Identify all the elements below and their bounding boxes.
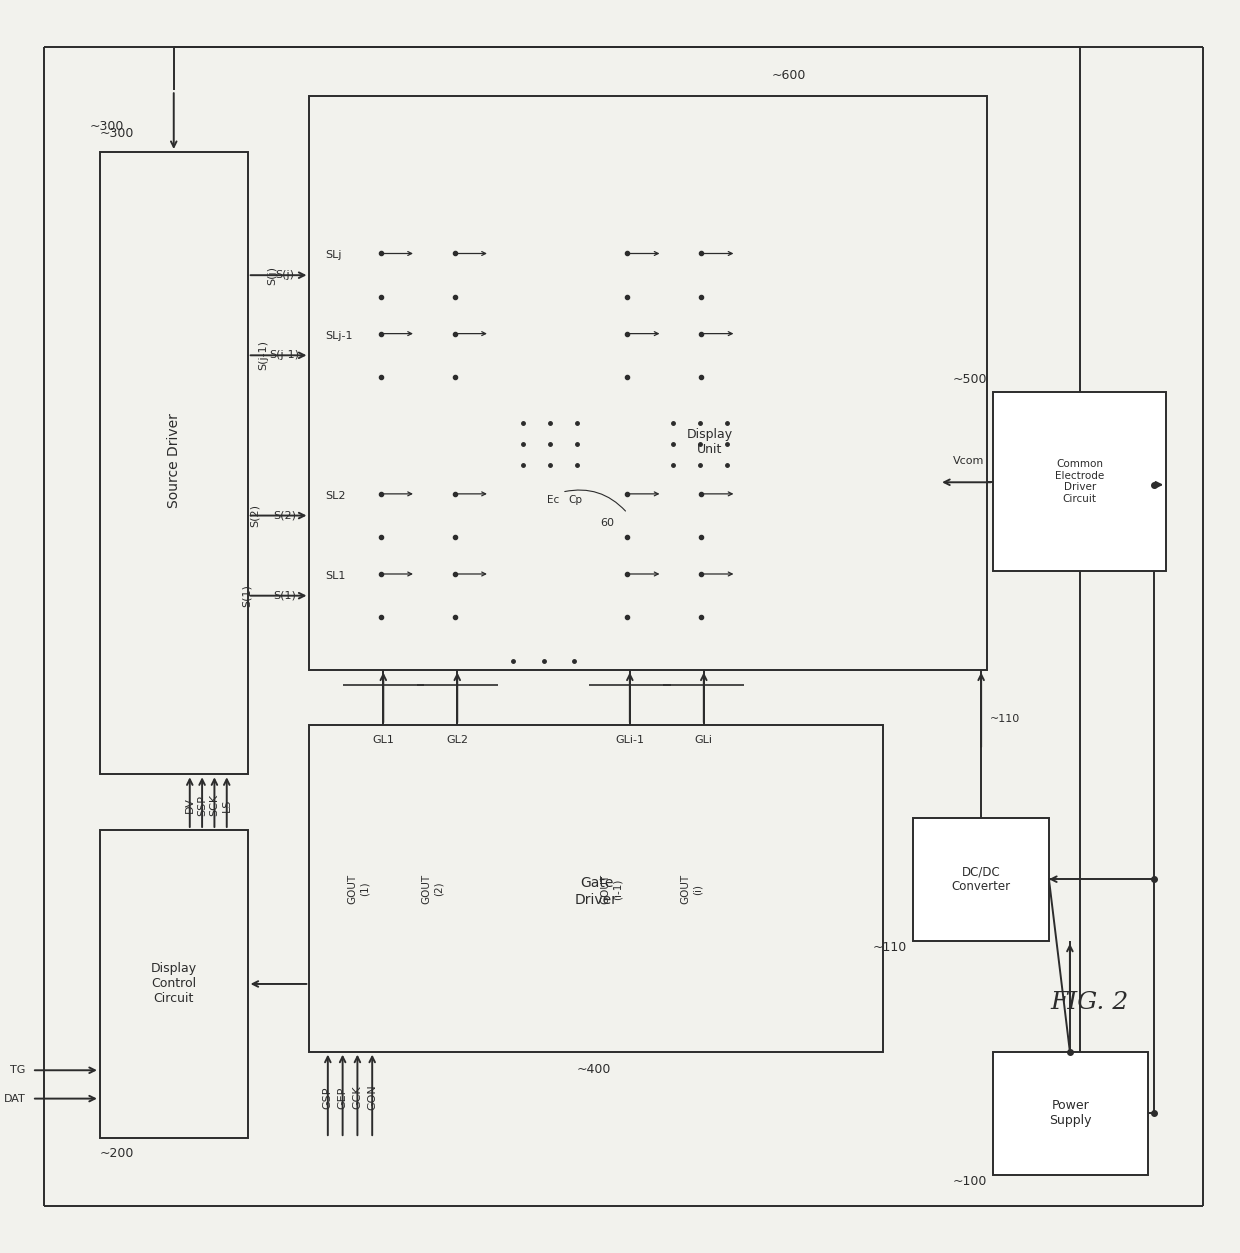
Text: DAT: DAT [4,1094,26,1104]
Text: LS: LS [222,798,232,812]
Bar [993,1051,1147,1175]
Text: S(1): S(1) [242,584,252,608]
Text: ~200: ~200 [99,1146,134,1160]
Text: S(2): S(2) [250,504,260,528]
Text: Source Driver: Source Driver [166,412,181,507]
Text: ~300: ~300 [91,120,124,133]
Text: TG: TG [10,1065,26,1075]
Text: SSP: SSP [197,794,207,816]
Text: GOUT
(1): GOUT (1) [348,875,370,905]
Text: S(j): S(j) [268,266,278,284]
Text: S(j-1): S(j-1) [259,341,269,371]
Text: GCK: GCK [352,1085,362,1109]
Text: GON: GON [367,1085,377,1110]
Text: GL2: GL2 [446,736,469,746]
Text: S(j-1): S(j-1) [269,351,300,361]
Text: ~600: ~600 [771,69,806,81]
Text: ~100: ~100 [952,1175,987,1188]
Text: GOUT
(i): GOUT (i) [681,875,702,905]
Bar [309,725,883,1051]
Text: GSP: GSP [322,1086,332,1109]
Text: SL2: SL2 [325,491,346,501]
Bar [914,817,1049,941]
Text: FIG. 2: FIG. 2 [1050,991,1128,1014]
Text: GLi: GLi [694,736,713,746]
Text: Common
Electrode
Driver
Circuit: Common Electrode Driver Circuit [1055,460,1105,504]
Text: Cp: Cp [568,495,583,505]
Text: Display
Control
Circuit: Display Control Circuit [151,962,197,1005]
Text: Display
Unit: Display Unit [687,427,733,456]
Text: ~110: ~110 [990,714,1021,724]
Text: SLj: SLj [325,251,342,261]
Text: ~110: ~110 [873,941,908,954]
Text: DC/DC
Converter: DC/DC Converter [951,865,1011,893]
Text: Power
Supply: Power Supply [1049,1099,1091,1128]
Text: GEP: GEP [337,1086,347,1109]
Text: GL1: GL1 [372,736,394,746]
Text: GOUT
(i-1): GOUT (i-1) [600,875,622,905]
Text: ~400: ~400 [577,1063,611,1076]
Text: Gate
Driver: Gate Driver [575,876,618,907]
Bar [309,96,987,669]
Text: S(j): S(j) [275,271,294,281]
Bar [993,392,1166,571]
Bar [99,152,248,774]
Text: GOUT
(2): GOUT (2) [422,875,444,905]
Text: SLj-1: SLj-1 [325,331,353,341]
Text: Ec: Ec [547,495,559,505]
Bar [99,829,248,1138]
Text: Vcom: Vcom [954,456,985,466]
Text: ~300: ~300 [99,127,134,139]
Text: S(1): S(1) [273,590,296,600]
Text: ~500: ~500 [952,373,987,386]
Text: DV: DV [185,797,195,813]
Text: GLi-1: GLi-1 [615,736,645,746]
Text: 60: 60 [600,517,615,528]
Text: S(2): S(2) [273,510,296,520]
Text: SCK: SCK [210,794,219,816]
Text: SL1: SL1 [325,571,346,581]
